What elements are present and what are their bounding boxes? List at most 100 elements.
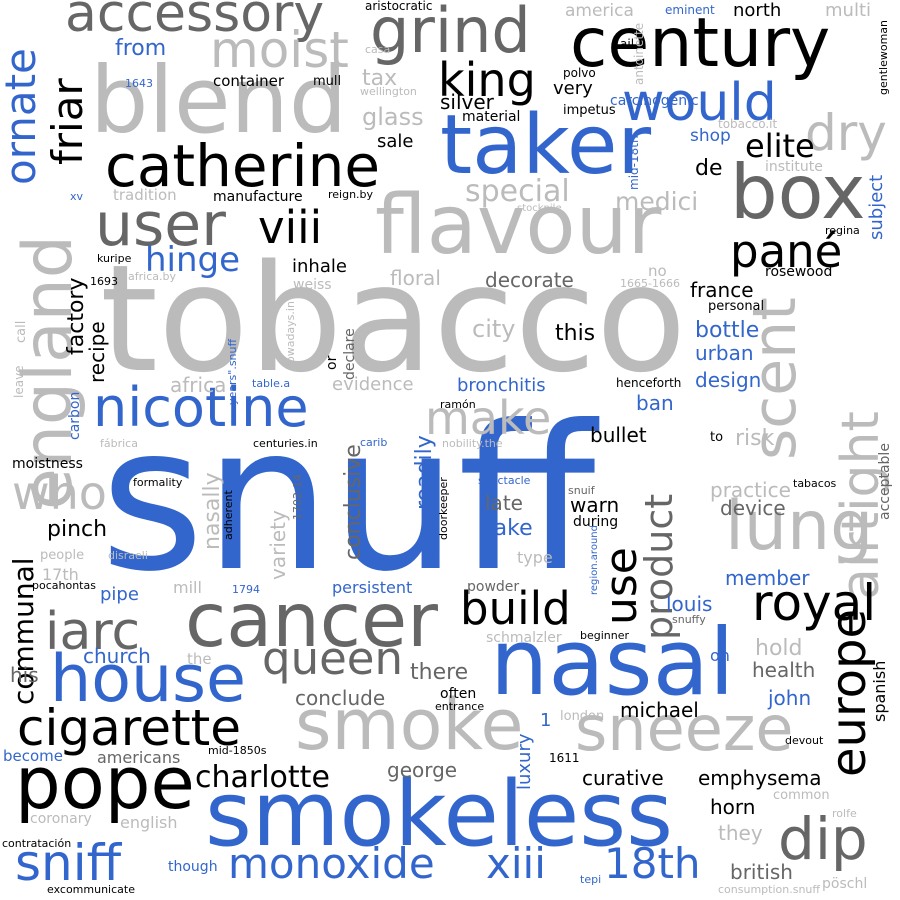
word-declare: declare [342, 328, 358, 380]
word-design: design [695, 368, 762, 392]
word-during: during [573, 514, 619, 530]
word-become: become [3, 747, 64, 765]
word-sneeze: sneeze [575, 692, 794, 765]
word-to: to [710, 430, 724, 445]
word-tax: tax [362, 66, 398, 91]
word-grind: grind [370, 0, 531, 67]
word-1794: 1794 [232, 583, 260, 596]
word-moist: moist [210, 21, 349, 79]
word-1702-14: 1702-14 [291, 474, 304, 520]
word-container: container [213, 72, 285, 90]
word-nasally: nasally [200, 472, 225, 550]
word-1693: 1693 [90, 275, 118, 288]
word-urban: urban [695, 341, 754, 365]
word-who: who [12, 466, 107, 520]
word-charlotte: charlotte [195, 760, 330, 795]
word-floral: floral [390, 266, 441, 290]
word-hinge: hinge [145, 240, 241, 280]
word-or: or [324, 355, 340, 370]
word-subject: subject [866, 174, 887, 240]
word-pane: pané [730, 225, 843, 278]
word-sniff: sniff [15, 834, 122, 892]
word-curative: curative [582, 766, 664, 790]
word-schmalzler: schmalzler [486, 630, 562, 646]
word-polvo: polvo [563, 66, 596, 80]
word-eminent: eminent [665, 3, 715, 17]
word-shop: shop [690, 126, 731, 146]
word-powder: powder [467, 579, 520, 595]
word-bronchitis: bronchitis [457, 375, 546, 396]
word-carib: carib [360, 436, 388, 449]
word-rolfe: rolfe [832, 807, 857, 820]
word-1: 1 [540, 710, 552, 731]
word-spectacle: spectacle [478, 474, 531, 487]
word-snuif: snuif [568, 484, 595, 497]
word-century: century [570, 4, 831, 83]
word-leave: leave [12, 365, 26, 398]
word-cigarette: cigarette [17, 699, 241, 757]
word-africa-by: africa.by [128, 270, 176, 283]
word-pope: pope [15, 741, 195, 825]
word-blend: blend [90, 47, 348, 154]
word-devout: devout [785, 734, 824, 747]
word-inhale: inhale [292, 256, 347, 277]
word-medici: medici [615, 187, 699, 216]
word-box: box [730, 148, 866, 236]
word-british: british [730, 860, 793, 884]
word-london: london [560, 709, 605, 724]
word-france: france [690, 278, 754, 302]
word-aristocratic: aristocratic [365, 0, 433, 13]
word-smokeless: smokeless [205, 762, 674, 867]
word-spanish: spanish [870, 660, 889, 722]
word-ail: ail [620, 37, 635, 51]
word-accessory: accessory [65, 0, 325, 44]
word-people: people [40, 548, 85, 563]
word-catherine: catherine [105, 132, 381, 200]
word-1643: 1643 [125, 77, 153, 90]
word-evidence: evidence [332, 374, 414, 395]
word-warn: warn [570, 493, 620, 517]
word-michael: michael [620, 698, 699, 722]
word-viii: viii [258, 201, 323, 254]
word-excommunicate: excommunicate [47, 883, 135, 896]
word-recipe: recipe [85, 321, 109, 383]
word-tobacco-it: tobacco.it [718, 117, 778, 131]
word-conclude: conclude [295, 686, 386, 710]
word-from: from [115, 36, 167, 61]
word-decorate: decorate [485, 268, 574, 292]
word-fabrica: fábrica [100, 437, 138, 450]
word-type: type [517, 548, 553, 567]
word-weiss: weiss [293, 277, 332, 293]
word-poschl: pöschl [822, 876, 868, 892]
word-special: special [465, 174, 570, 209]
word-antoinette: antoinette [632, 22, 646, 85]
word-emphysema: emphysema [698, 766, 822, 790]
word-casa: casa [365, 43, 391, 56]
word-mull: mull [313, 74, 342, 89]
word-xiii: xiii [486, 839, 546, 888]
word-nobility-the: nobility.the [442, 437, 503, 450]
word-snuffy: snuffy [672, 613, 706, 626]
word-impetus: impetus [563, 103, 616, 118]
word-tradition: tradition [113, 186, 177, 204]
word-queen: queen [262, 632, 403, 685]
word-rosewood: rosewood [765, 264, 833, 280]
word-years-snuff: years".snuff [226, 338, 239, 405]
word-table-a: table.a [252, 377, 291, 390]
word-king: king [438, 53, 536, 107]
word-nowadays-in: nowadays.in [284, 301, 297, 370]
word-gentlewoman: gentlewoman [877, 19, 890, 95]
word-though: though [168, 859, 218, 875]
word-entrance: entrance [435, 700, 485, 713]
word-mid-1850s: mid-1850s [208, 744, 267, 757]
word-luxury: luxury [514, 733, 535, 790]
word-very: very [553, 78, 593, 99]
word-coronary: coronary [30, 811, 92, 827]
word-contratacion: contratación [2, 837, 72, 850]
word-mid-18th: mid-18th [627, 135, 641, 190]
word-flavour: flavour [375, 178, 662, 273]
word-elite: elite [745, 127, 815, 165]
word-on: on [710, 646, 730, 665]
word-cancer: cancer [185, 576, 438, 664]
word-manufacture: manufacture [213, 189, 303, 205]
